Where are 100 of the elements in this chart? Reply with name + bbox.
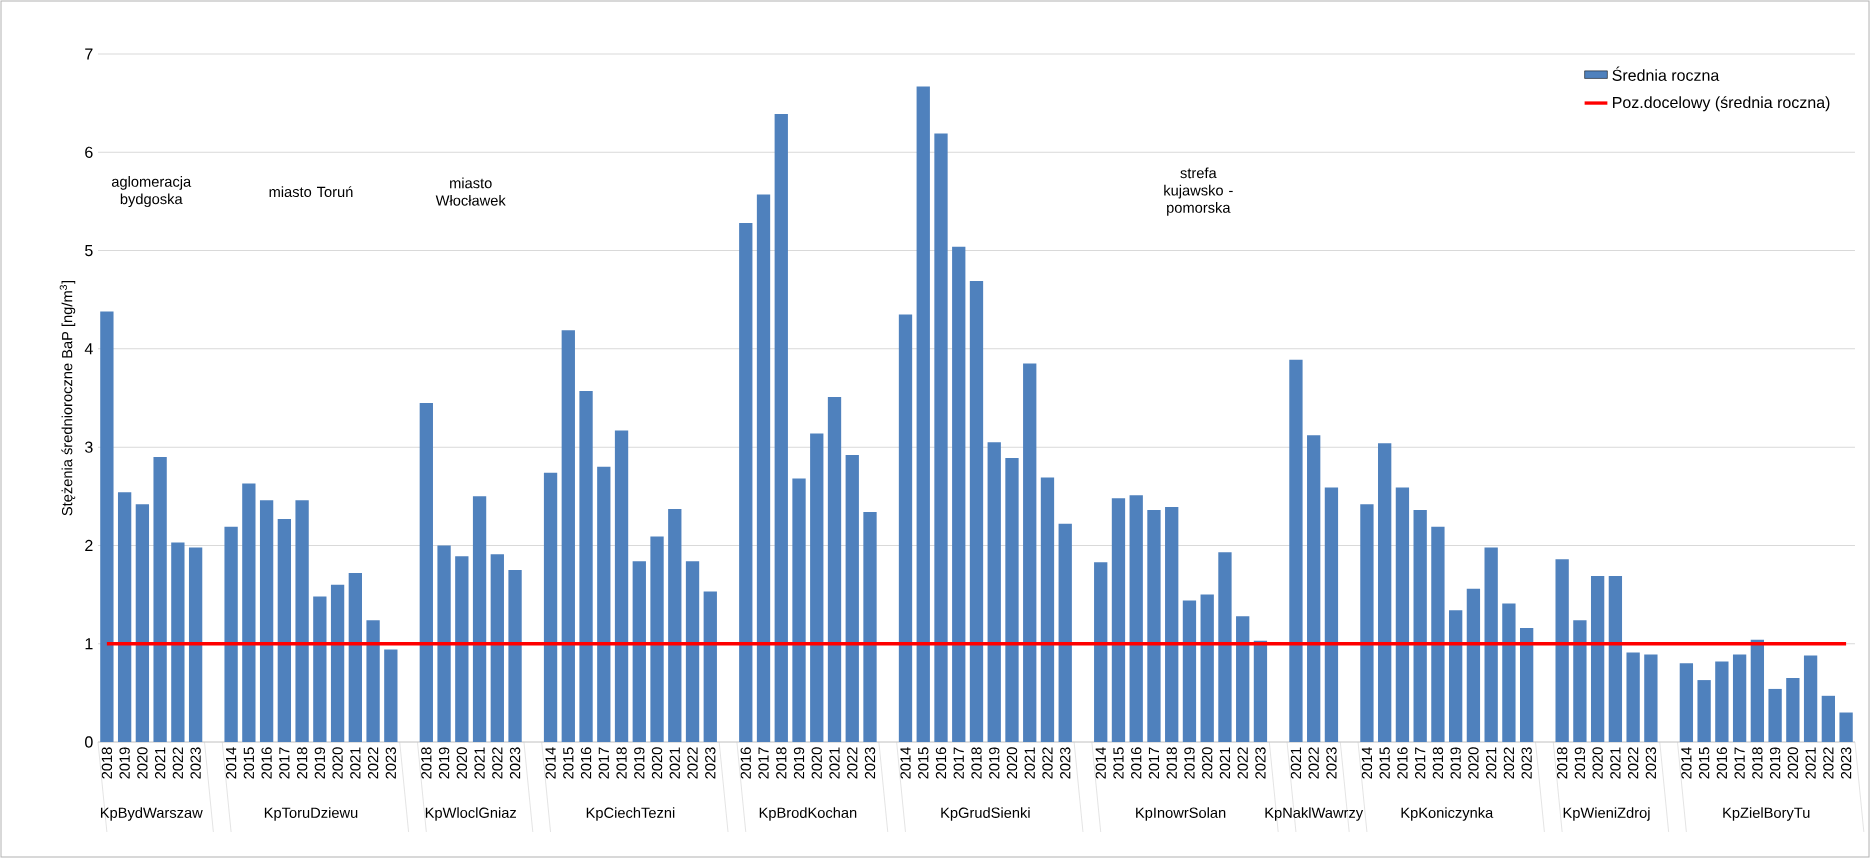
bar: [1803, 655, 1818, 742]
bar: [1590, 575, 1605, 742]
x-tick-label: 2019: [1769, 747, 1781, 779]
text: KpNaklWawrzy: [1265, 807, 1364, 821]
x-tick-label: 2015: [1698, 747, 1710, 779]
x-tick-label: 2018: [1432, 747, 1444, 779]
text: KpZielBoryTu: [1723, 807, 1810, 821]
x-tick-label: 2020: [811, 747, 822, 779]
x-tick-label: 2017: [1734, 747, 1745, 779]
bar: [1786, 678, 1800, 742]
bar: [916, 86, 930, 742]
bar: [295, 500, 309, 742]
bar: [632, 561, 646, 742]
x-tick-label: 2021: [1219, 747, 1231, 779]
bar: [934, 133, 948, 742]
x-tick-label: 2018: [421, 747, 432, 779]
bar: [117, 492, 132, 742]
bar: [845, 455, 859, 742]
y-tick-label: 7: [85, 48, 93, 60]
x-tick-label: 2019: [1574, 747, 1586, 779]
bar: [1626, 652, 1640, 742]
x-tick-label: 2023: [1840, 747, 1852, 779]
bar: [259, 500, 274, 742]
annotation: aglomeracja bydgoska: [111, 176, 192, 208]
bar: [1466, 588, 1481, 742]
bar: [756, 194, 771, 742]
text: KpGrudSienki: [941, 807, 1030, 821]
x-tick-label: 2020: [137, 747, 148, 779]
x-tick-label: 2021: [474, 747, 485, 779]
x-tick-label: 2020: [332, 747, 343, 779]
text: KpInowrSolan: [1136, 807, 1226, 821]
bar: [1182, 600, 1197, 742]
bar: [668, 509, 682, 742]
bar: [330, 584, 345, 742]
annotation: miasto Toruń: [269, 186, 353, 198]
bar: [863, 512, 877, 742]
x-tick-label: 2014: [1681, 747, 1692, 779]
x-tick-label: 2020: [1006, 747, 1018, 779]
bar: [1732, 654, 1747, 742]
bar: [100, 311, 114, 742]
x-tick-label: 2021: [669, 747, 680, 779]
bar: [1360, 504, 1374, 742]
bar: [1644, 654, 1658, 742]
bar: [952, 246, 966, 742]
bar: [224, 526, 238, 742]
bar: [1058, 523, 1072, 742]
y-tick-label: 6: [85, 146, 93, 158]
x-tick-label: 2018: [296, 747, 308, 779]
bar: [614, 430, 629, 742]
x-tick-label: 2022: [492, 747, 503, 779]
x-tick-label: 2018: [1752, 747, 1763, 779]
x-tick-label: 2016: [580, 747, 592, 779]
bar: [1289, 359, 1303, 742]
bar: [987, 442, 1001, 742]
x-tick-label: 2021: [1290, 747, 1302, 779]
bar: [898, 314, 913, 742]
x-tick-label: 2021: [154, 747, 166, 779]
bar: [472, 496, 487, 742]
bar: [1502, 603, 1516, 742]
x-tick-label: 2016: [1397, 747, 1408, 779]
bar: [1023, 363, 1037, 742]
x-tick-label: 2019: [989, 747, 1000, 779]
bar: [1484, 547, 1498, 742]
bar: [1324, 487, 1339, 742]
x-tick-label: 2017: [598, 747, 609, 779]
bar: [384, 649, 398, 742]
x-tick-label: 2015: [243, 747, 255, 779]
y-tick-label: 4: [84, 343, 93, 355]
x-tick-label: 2020: [1787, 747, 1799, 779]
x-tick-label: 2021: [829, 747, 840, 779]
bar: [1307, 435, 1321, 742]
x-tick-label: 2020: [1468, 747, 1479, 779]
x-tick-label: 2016: [1131, 747, 1142, 779]
x-tick-label: 2015: [918, 747, 929, 779]
x-tick-label: 2023: [1255, 747, 1266, 779]
x-tick-label: 2017: [1148, 747, 1160, 779]
bar: [1236, 616, 1250, 742]
bar: [579, 391, 593, 742]
x-tick-label: 2015: [1113, 747, 1124, 779]
x-tick-label: 2014: [1361, 747, 1373, 779]
x-tick-label: 2017: [758, 747, 769, 779]
bar: [135, 504, 150, 742]
x-tick-label: 2018: [971, 747, 982, 779]
bar: [650, 536, 664, 742]
bar: [1200, 594, 1214, 742]
bar: [437, 545, 451, 742]
bar: [1821, 695, 1836, 742]
bar: [1413, 510, 1427, 742]
x-tick-label: 2019: [634, 747, 645, 779]
bar: [561, 330, 575, 742]
x-tick-label: 2020: [1592, 747, 1603, 779]
x-tick-label: 2017: [279, 747, 290, 779]
x-tick-label: 2021: [350, 747, 361, 779]
x-tick-label: 2020: [456, 747, 468, 779]
y-axis-title: Stężenia średnioroczne BaP [ng/m$^{3}$]: [59, 280, 76, 516]
x-tick-label: 2022: [1042, 747, 1053, 779]
x-tick-label: 2023: [1060, 747, 1071, 779]
bar: [153, 456, 167, 742]
annotation: miasto Włocławek: [435, 177, 506, 206]
text: KpKoniczynka: [1401, 807, 1494, 821]
